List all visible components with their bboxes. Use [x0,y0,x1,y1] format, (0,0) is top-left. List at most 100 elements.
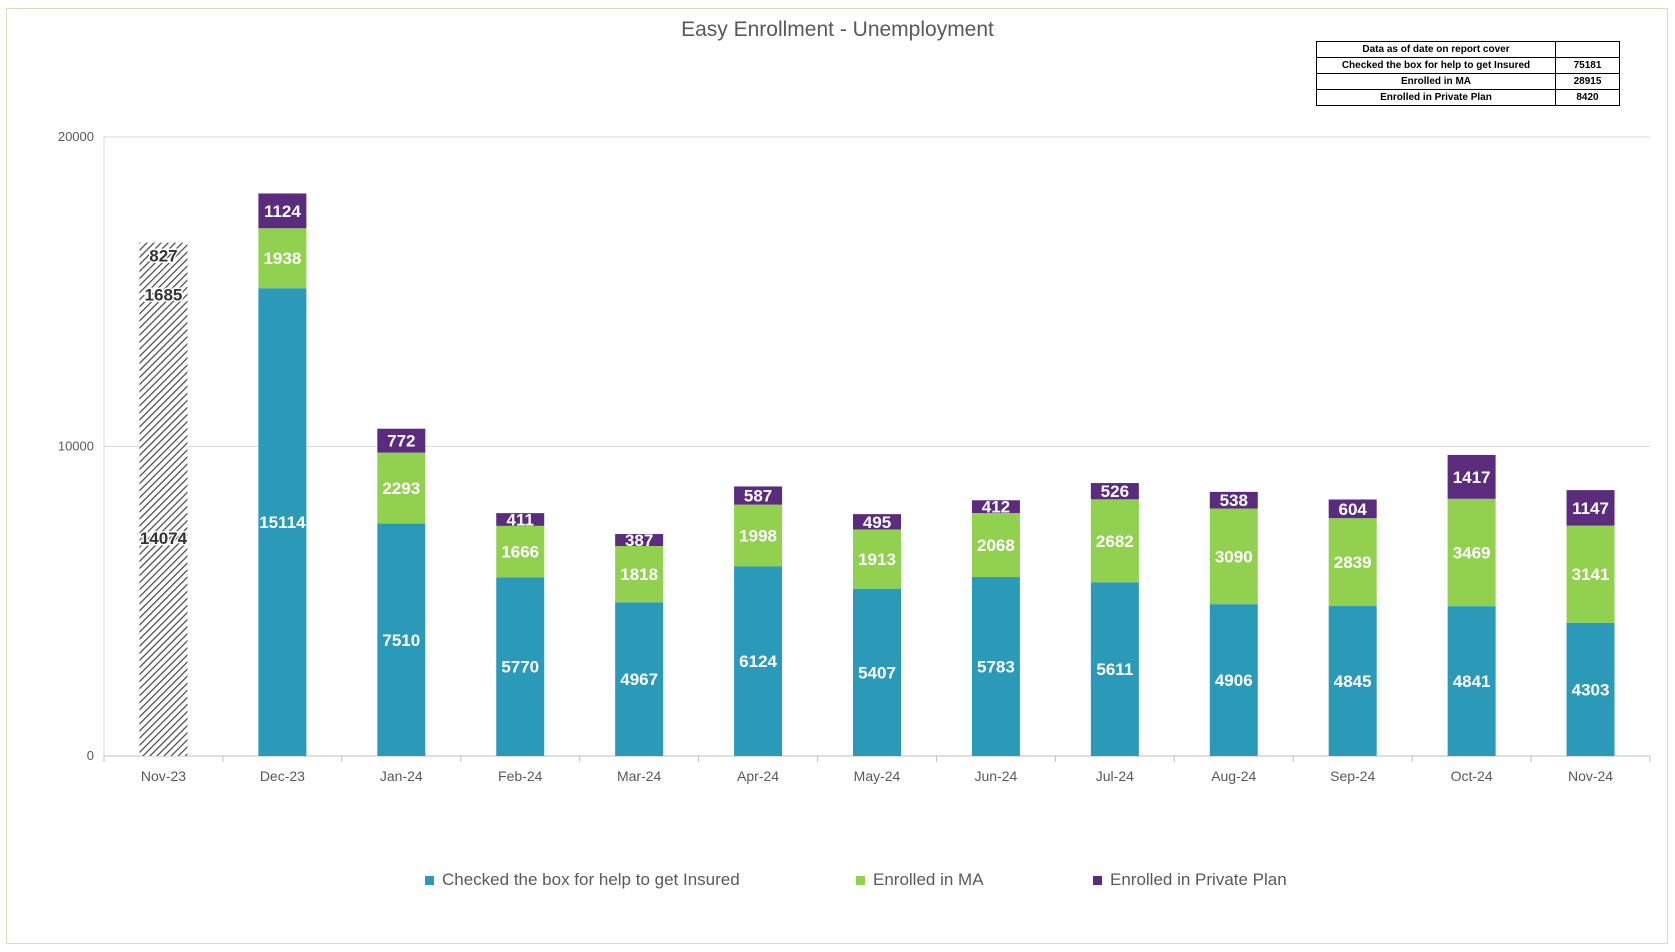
summary-row: Enrolled in MA 28915 [1316,73,1620,90]
bar-segment [139,320,188,756]
summary-row-value: 28915 [1555,73,1620,90]
legend-label: Enrolled in MA [873,870,984,889]
bar-segment [1566,490,1615,526]
data-label: 411 [507,510,534,529]
y-tick-label: 20000 [58,129,94,144]
x-tick-label: Sep-24 [1330,768,1375,784]
data-label: 2682 [1096,532,1134,551]
x-tick-label: Jan-24 [380,768,423,784]
x-tick-label: Jul-24 [1096,768,1134,784]
bar-segment [734,566,783,756]
data-label: 1818 [620,565,658,584]
bar-segment [258,228,307,289]
data-label: 1417 [1453,468,1491,487]
legend-item-checked-box: Checked the box for help to get Insured [425,870,740,890]
data-label: 5783 [977,658,1015,677]
data-label: 526 [1101,482,1129,501]
data-label: 5407 [858,663,896,682]
bar-segment [615,534,664,547]
data-label: 1913 [858,550,896,569]
bar-segment [377,523,426,756]
data-label: 2839 [1334,553,1372,572]
bar-segment [258,193,307,229]
data-label: 15114 [259,513,306,532]
data-label: 4906 [1215,671,1253,690]
x-tick-label: Mar-24 [617,768,662,784]
data-label: 4303 [1572,680,1610,699]
legend-swatch-icon [1093,875,1102,885]
summary-row-label: Enrolled in Private Plan [1316,89,1556,106]
data-label: 495 [863,513,891,532]
data-label: 1124 [264,202,301,221]
bar-segment [377,428,426,453]
summary-header-value [1555,41,1620,58]
legend-label: Checked the box for help to get Insured [442,870,740,889]
bar-segment [496,577,545,756]
bar-segment [971,513,1020,578]
summary-row: Checked the box for help to get Insured … [1316,57,1620,74]
data-label: 5611 [1096,660,1133,679]
legend-swatch-icon [425,875,434,885]
bar-segment [853,529,901,589]
y-tick-label: 0 [87,748,94,763]
summary-row-value: 8420 [1555,89,1620,106]
bar-segment [615,602,664,756]
data-label: 2293 [382,479,420,498]
bar-segment [1090,582,1139,756]
bar-segment [1447,606,1496,756]
data-label: 6124 [739,652,777,671]
bar-segment [139,268,188,321]
y-tick-label: 10000 [58,439,94,454]
bar-segment [615,546,664,603]
bar-segment [1209,491,1258,509]
bar-segment [496,513,545,526]
data-label: 2068 [977,536,1015,555]
data-label: 14074 [140,529,188,548]
x-tick-label: Feb-24 [498,768,543,784]
bar-segment [1328,518,1377,607]
x-tick-label: May-24 [854,768,901,784]
bar-segment [1566,525,1615,623]
x-tick-label: Nov-23 [141,768,186,784]
chart-legend: Checked the box for help to get Insured … [0,870,1675,894]
data-label: 1998 [739,527,777,546]
bar-segment [971,577,1020,756]
data-label: 587 [744,487,772,506]
data-label: 412 [982,498,1010,517]
bar-segment [1328,606,1377,756]
summary-row-label: Enrolled in MA [1316,73,1556,90]
data-label: 4967 [620,670,658,689]
bar-segment [853,514,901,530]
data-label: 4841 [1453,672,1491,691]
data-label: 1938 [263,249,301,268]
x-tick-label: Aug-24 [1211,768,1256,784]
summary-row-label: Checked the box for help to get Insured [1316,57,1556,74]
data-label: 827 [149,246,177,265]
summary-header-label: Data as of date on report cover [1316,41,1556,58]
bar-segment [1566,622,1615,756]
x-tick-label: Apr-24 [737,768,779,784]
bar-segment [853,588,901,756]
summary-row-value: 75181 [1555,57,1620,74]
bar-segment [734,504,783,567]
chart-title: Easy Enrollment - Unemployment [681,18,994,41]
bar-segment [1209,508,1258,605]
data-label: 5770 [501,658,539,677]
x-tick-label: Jun-24 [975,768,1018,784]
bar-segment [496,525,545,578]
x-tick-label: Nov-24 [1568,768,1613,784]
legend-item-enrolled-ma: Enrolled in MA [856,870,984,890]
data-label: 604 [1339,500,1368,519]
summary-row: Enrolled in Private Plan 8420 [1316,89,1620,106]
legend-swatch-icon [856,875,865,885]
data-label: 7510 [382,631,420,650]
bar-segment [377,452,426,524]
data-label: 1685 [145,285,183,304]
data-label: 1666 [501,543,539,562]
x-tick-label: Oct-24 [1451,768,1493,784]
summary-table: Data as of date on report cover Checked … [1316,41,1620,106]
legend-label: Enrolled in Private Plan [1110,870,1287,889]
data-label: 387 [625,531,653,550]
data-label: 772 [387,432,415,451]
